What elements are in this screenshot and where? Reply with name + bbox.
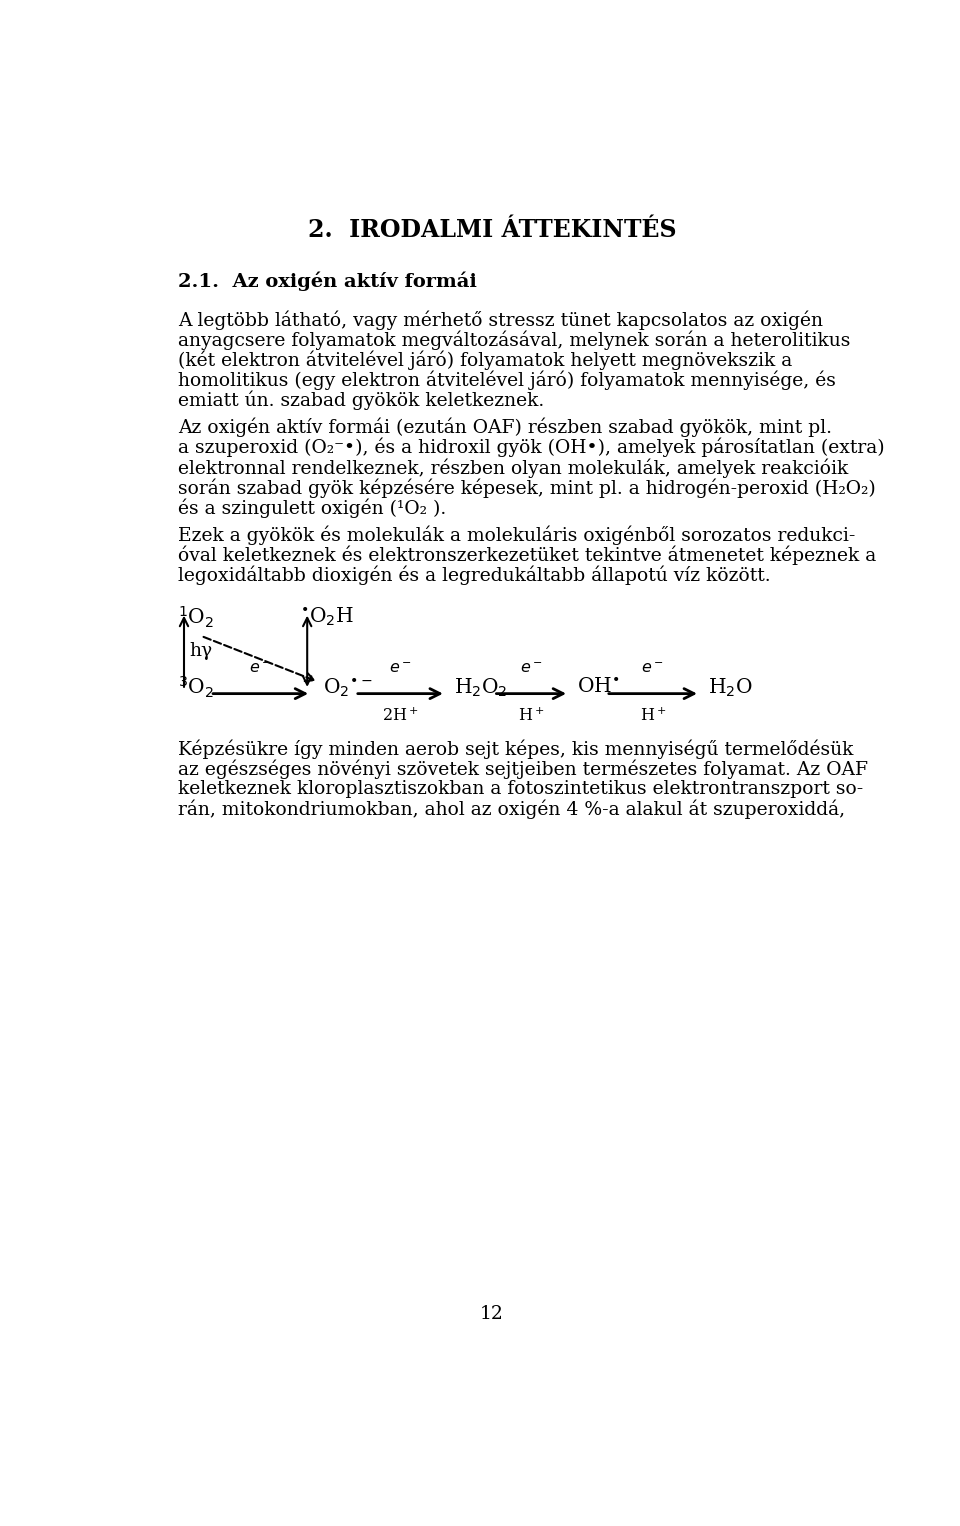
- Text: H$^+$: H$^+$: [639, 708, 666, 725]
- Text: H$_2$O: H$_2$O: [708, 676, 753, 699]
- Text: $e^-$: $e^-$: [519, 659, 542, 676]
- Text: anyagcsere folyamatok megváltozásával, melynek során a heterolitikus: anyagcsere folyamatok megváltozásával, m…: [178, 330, 851, 349]
- Text: emiatt ún. szabad gyökök keletkeznek.: emiatt ún. szabad gyökök keletkeznek.: [178, 391, 544, 410]
- Text: legoxidáltabb dioxigén és a legredukáltabb állapotú víz között.: legoxidáltabb dioxigén és a legredukálta…: [178, 566, 771, 586]
- Text: elektronnal rendelkeznek, részben olyan molekulák, amelyek reakcióik: elektronnal rendelkeznek, részben olyan …: [178, 458, 848, 478]
- Text: Képzésükre így minden aerob sejt képes, kis mennyiségű termelődésük: Képzésükre így minden aerob sejt képes, …: [178, 740, 853, 760]
- Text: A legtöbb látható, vagy mérhető stressz tünet kapcsolatos az oxigén: A legtöbb látható, vagy mérhető stressz …: [178, 310, 823, 330]
- Text: O$_2$$^{•-}$: O$_2$$^{•-}$: [323, 676, 372, 699]
- Text: 12: 12: [480, 1305, 504, 1323]
- Text: 2.1.  Az oxigén aktív formái: 2.1. Az oxigén aktív formái: [178, 272, 477, 291]
- Text: rán, mitokondriumokban, ahol az oxigén 4 %-a alakul át szuperoxiddá,: rán, mitokondriumokban, ahol az oxigén 4…: [178, 800, 845, 819]
- Text: Az oxigén aktív formái (ezután OAF) részben szabad gyökök, mint pl.: Az oxigén aktív formái (ezután OAF) rész…: [178, 418, 831, 438]
- Text: $^{1}$O$_2$: $^{1}$O$_2$: [178, 606, 214, 630]
- Text: keletkeznek kloroplasztiszokban a fotoszintetikus elektrontranszport so-: keletkeznek kloroplasztiszokban a fotosz…: [178, 780, 863, 798]
- Text: hγ: hγ: [189, 642, 212, 661]
- Text: Ezek a gyökök és molekulák a molekuláris oxigénből sorozatos redukci-: Ezek a gyökök és molekulák a molekuláris…: [178, 526, 855, 545]
- Text: (két elektron átvitelével járó) folyamatok helyett megnövekszik a: (két elektron átvitelével járó) folyamat…: [178, 349, 792, 369]
- Text: óval keletkeznek és elektronszerkezetüket tekintve átmenetet képeznek a: óval keletkeznek és elektronszerkezetüke…: [178, 546, 876, 565]
- Text: $^{3}$O$_2$: $^{3}$O$_2$: [178, 674, 214, 700]
- Text: $e^-$: $e^-$: [389, 659, 412, 676]
- Text: OH$^{•}$: OH$^{•}$: [577, 678, 619, 697]
- Text: $e^-$: $e^-$: [250, 659, 272, 676]
- Text: H$_2$O$_2$: H$_2$O$_2$: [453, 676, 507, 699]
- Text: $e^-$: $e^-$: [641, 659, 664, 676]
- Text: során szabad gyök képzésére képesek, mint pl. a hidrogén-peroxid (H₂O₂): során szabad gyök képzésére képesek, min…: [178, 478, 876, 497]
- Text: a szuperoxid (O₂⁻•), és a hidroxil gyök (OH•), amelyek párosítatlan (extra): a szuperoxid (O₂⁻•), és a hidroxil gyök …: [178, 438, 884, 458]
- Text: 2H$^+$: 2H$^+$: [382, 708, 419, 725]
- Text: homolitikus (egy elektron átvitelével járó) folyamatok mennyisége, és: homolitikus (egy elektron átvitelével já…: [178, 371, 836, 389]
- Text: az egészséges növényi szövetek sejtjeiben természetes folyamat. Az OAF: az egészséges növényi szövetek sejtjeibe…: [178, 760, 868, 780]
- Text: és a szingulett oxigén (¹O₂ ).: és a szingulett oxigén (¹O₂ ).: [178, 497, 446, 517]
- Text: 2.  IRODALMI ÁTTEKINTÉS: 2. IRODALMI ÁTTEKINTÉS: [308, 218, 676, 241]
- Text: $^{•}$O$_2$H: $^{•}$O$_2$H: [300, 606, 353, 627]
- Text: H$^+$: H$^+$: [518, 708, 544, 725]
